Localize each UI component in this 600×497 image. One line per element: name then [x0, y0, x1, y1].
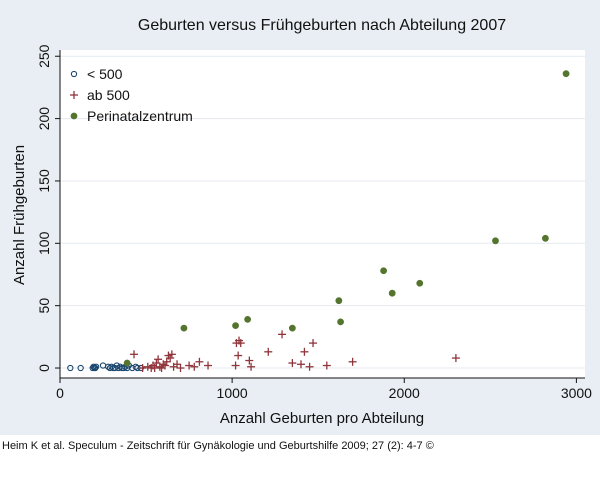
- data-point: [204, 361, 213, 370]
- y-tick-label: 200: [36, 107, 52, 131]
- data-point: [278, 330, 287, 339]
- legend-marker: [70, 70, 78, 78]
- y-tick-label: 50: [36, 298, 52, 314]
- data-point: [67, 364, 74, 372]
- data-point: [288, 324, 296, 332]
- data-point: [288, 359, 297, 368]
- x-tick-label: 1000: [217, 385, 248, 401]
- data-point: [388, 289, 396, 297]
- y-axis-label: Anzahl Frühgeburten: [11, 145, 28, 285]
- data-point: [77, 364, 84, 372]
- y-tick-label: 250: [36, 44, 52, 68]
- legend-item: ab 500: [70, 87, 130, 103]
- data-point: [244, 315, 252, 323]
- data-point: [492, 237, 499, 245]
- data-point: [231, 361, 240, 370]
- y-tick-label: 150: [36, 169, 52, 193]
- gridlines: [60, 55, 585, 369]
- x-tick-label: 3000: [561, 385, 592, 401]
- data-point: [154, 355, 163, 364]
- x-axis-label: Anzahl Geburten pro Abteilung: [220, 410, 424, 427]
- legend: < 500 ab 500 Perinatalzentrum: [70, 66, 193, 124]
- legend-marker: [70, 112, 78, 120]
- data-point: [300, 347, 309, 356]
- data-points: [67, 70, 570, 373]
- data-point: [335, 297, 343, 305]
- x-tick-label: 0: [56, 385, 64, 401]
- data-point: [236, 339, 245, 348]
- axes: 0 50 100 150 200 250 0 1000 2000 3000: [36, 44, 592, 401]
- legend-item: Perinatalzentrum: [70, 108, 193, 124]
- data-point: [138, 364, 147, 373]
- data-point: [167, 350, 176, 359]
- data-point: [143, 362, 152, 371]
- data-point: [123, 359, 131, 367]
- x-tick-label: 2000: [389, 385, 420, 401]
- y-tick-label: 100: [36, 231, 52, 255]
- data-point: [296, 360, 305, 369]
- chart-figure: 0 50 100 150 200 250 0 1000 2000 3000 < 500 ab 500…: [0, 0, 600, 435]
- data-point: [562, 70, 570, 78]
- legend-label: Perinatalzentrum: [87, 108, 193, 124]
- legend-item: < 500: [70, 66, 123, 82]
- legend-label: < 500: [87, 66, 123, 82]
- data-point: [190, 362, 199, 371]
- legend-marker: [70, 91, 78, 99]
- data-point: [195, 357, 204, 366]
- data-point: [542, 234, 549, 242]
- scatter-chart: 0 50 100 150 200 250 0 1000 2000 3000 < 500 ab 500…: [11, 17, 592, 427]
- data-point: [92, 363, 100, 370]
- data-point: [247, 362, 256, 371]
- chart-title: Geburten versus Frühgeburten nach Abteil…: [138, 17, 506, 34]
- data-point: [264, 347, 273, 356]
- data-point: [309, 339, 318, 348]
- data-point: [180, 324, 188, 332]
- data-point: [416, 279, 424, 287]
- legend-label: ab 500: [87, 87, 130, 103]
- y-tick-label: 0: [36, 364, 52, 372]
- data-point: [322, 361, 331, 370]
- source-credit: Heim K et al. Speculum - Zeitschrift für…: [2, 440, 434, 452]
- plot-area: [60, 50, 585, 378]
- data-point: [162, 357, 171, 366]
- data-point: [92, 364, 99, 372]
- data-point: [150, 364, 159, 373]
- data-point: [161, 361, 169, 370]
- data-point: [130, 350, 139, 359]
- data-point: [245, 356, 254, 365]
- data-point: [152, 359, 161, 368]
- data-point: [305, 362, 314, 371]
- data-point: [337, 318, 344, 326]
- data-point: [176, 364, 185, 373]
- data-point: [232, 322, 239, 330]
- data-point: [348, 357, 357, 366]
- data-point: [380, 267, 388, 275]
- data-point: [234, 351, 243, 360]
- data-point: [451, 354, 460, 363]
- data-point: [173, 360, 182, 369]
- data-point: [185, 361, 194, 370]
- data-point: [166, 354, 175, 363]
